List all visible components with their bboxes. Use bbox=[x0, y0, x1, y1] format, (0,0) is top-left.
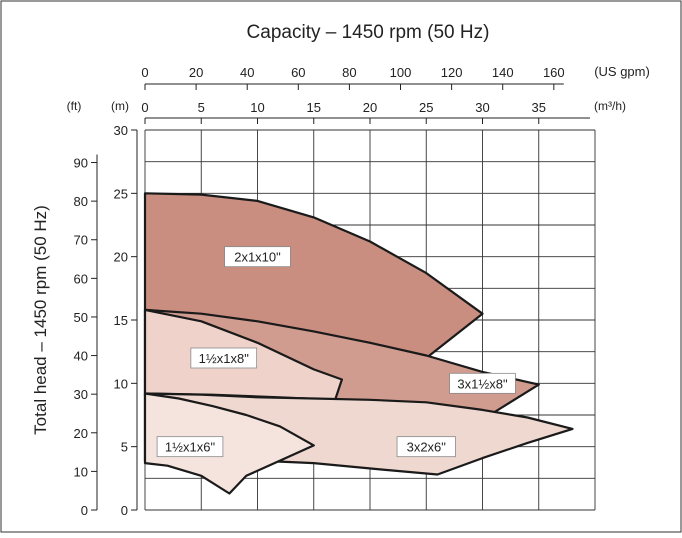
y-secondary-unit-label: (ft) bbox=[67, 99, 82, 113]
y-axis-title: Total head – 1450 rpm (50 Hz) bbox=[31, 205, 50, 435]
x-secondary-tick-label: 20 bbox=[189, 65, 203, 80]
y-secondary-tick-label: 80 bbox=[74, 194, 88, 209]
region-label-box-4 bbox=[396, 436, 456, 458]
chart-title: Capacity – 1450 rpm (50 Hz) bbox=[247, 22, 490, 43]
y-primary-tick-label: 25 bbox=[114, 186, 128, 201]
y-primary-tick-label: 0 bbox=[121, 503, 128, 518]
y-secondary-tick-label: 50 bbox=[74, 310, 88, 325]
axis-layer: 0 5 10 15 20 25 30 350 20 40 60 80 100 120 140 16005101… bbox=[74, 65, 590, 518]
region-label-5: 1½x1x6" bbox=[165, 440, 216, 455]
region-label-2: 3x1½x8" bbox=[457, 376, 508, 391]
region-label-box-5 bbox=[156, 436, 224, 458]
region-label-box-3 bbox=[190, 347, 258, 369]
y-secondary-tick-label: 60 bbox=[74, 271, 88, 286]
region-5 bbox=[143, 392, 315, 495]
y-primary-tick-label: 15 bbox=[114, 313, 128, 328]
x-primary-tick-label: 10 bbox=[250, 100, 264, 115]
x-primary-tick-label: 35 bbox=[532, 100, 546, 115]
y-secondary-tick-label: 90 bbox=[74, 156, 88, 171]
x-primary-tick-label: 20 bbox=[363, 100, 377, 115]
y-secondary-tick-label: 70 bbox=[74, 233, 88, 248]
x-secondary-tick-label: 140 bbox=[492, 65, 514, 80]
x-secondary-tick-label: 100 bbox=[390, 65, 412, 80]
region-label-layer: 2x1x10" 3x1½x8" 1½x1x8" 3x2x6" 1½x1x6" bbox=[156, 246, 516, 458]
region-layer bbox=[143, 192, 574, 495]
y-secondary-tick-label: 20 bbox=[74, 426, 88, 441]
y-secondary-tick-label: 40 bbox=[74, 349, 88, 364]
y-primary-tick-label: 5 bbox=[121, 440, 128, 455]
y-primary-tick-label: 20 bbox=[114, 250, 128, 265]
x-primary-tick-label: 30 bbox=[475, 100, 489, 115]
x-primary-tick-label: 0 bbox=[141, 100, 148, 115]
x-secondary-tick-label: 40 bbox=[240, 65, 254, 80]
x-secondary-tick-label: 160 bbox=[543, 65, 565, 80]
region-label-3: 1½x1x8" bbox=[199, 351, 250, 366]
x-secondary-tick-label: 60 bbox=[291, 65, 305, 80]
y-secondary-tick-label: 10 bbox=[74, 464, 88, 479]
y-primary-tick-label: 10 bbox=[114, 376, 128, 391]
x-primary-tick-label: 15 bbox=[307, 100, 321, 115]
y-primary-unit-label: (m) bbox=[111, 99, 129, 113]
y-primary-tick-label: 30 bbox=[114, 123, 128, 138]
region-label-4: 3x2x6" bbox=[407, 440, 447, 455]
x-primary-tick-label: 25 bbox=[419, 100, 433, 115]
region-label-1: 2x1x10" bbox=[234, 250, 281, 265]
x-primary-unit-label: (m³/h) bbox=[594, 99, 626, 113]
x-secondary-tick-label: 0 bbox=[141, 65, 148, 80]
region-label-box-1 bbox=[224, 246, 291, 268]
x-primary-tick-label: 5 bbox=[198, 100, 205, 115]
y-secondary-tick-label: 0 bbox=[81, 503, 88, 518]
x-secondary-tick-label: 120 bbox=[441, 65, 463, 80]
region-label-box-2 bbox=[449, 372, 516, 394]
x-secondary-unit-label: (US gpm) bbox=[594, 64, 650, 79]
x-secondary-tick-label: 80 bbox=[342, 65, 356, 80]
y-secondary-tick-label: 30 bbox=[74, 387, 88, 402]
